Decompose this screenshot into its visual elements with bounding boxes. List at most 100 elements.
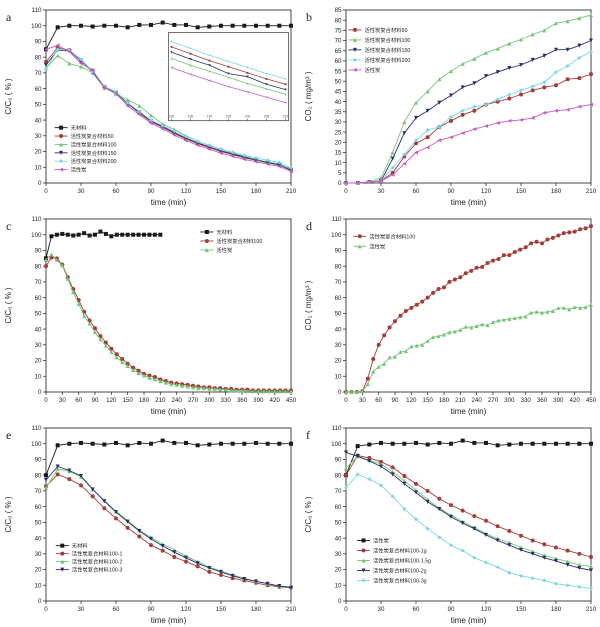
data-point	[289, 441, 293, 446]
legend: 活性炭复合材料100 活性炭	[353, 232, 415, 250]
data-point	[485, 261, 490, 266]
data-point	[414, 517, 418, 522]
data-point	[246, 90, 249, 94]
data-point	[458, 275, 463, 280]
y-axis: 0 10 20 30 40 50 60 70 80 90 100 110	[31, 7, 46, 187]
y-tick-label: 0	[338, 598, 342, 605]
data-point	[495, 120, 500, 125]
data-point	[458, 327, 463, 332]
data-point	[114, 91, 118, 96]
y-tick-label: 25	[335, 129, 342, 136]
data-point	[114, 352, 119, 357]
data-point	[93, 326, 97, 331]
data-point	[365, 376, 370, 381]
data-point	[512, 316, 517, 321]
data-point	[534, 239, 539, 244]
data-point	[131, 365, 136, 370]
data-point	[577, 76, 582, 81]
x-tick-label: 30	[359, 397, 366, 404]
data-point	[379, 459, 383, 464]
data-point	[227, 76, 230, 79]
y-tick-label: 90	[35, 457, 42, 464]
data-point	[402, 152, 407, 157]
data-point	[485, 323, 490, 328]
data-point	[495, 99, 500, 104]
data-point	[284, 83, 287, 86]
x-tick-label: 60	[113, 606, 120, 613]
data-point	[114, 510, 118, 515]
data-point	[484, 50, 488, 55]
data-point	[59, 150, 64, 155]
data-point	[387, 355, 392, 360]
data-point	[554, 581, 558, 586]
y-tick-label: 40	[35, 326, 42, 333]
data-point	[567, 230, 572, 235]
data-point	[142, 232, 146, 237]
chart-d: 0 30 60 90 120 150 180 210 240 270 300 330 360 390 420…	[304, 216, 597, 416]
legend-label: 活性炭复合材料100-1.5g	[373, 556, 431, 564]
data-point	[208, 59, 211, 62]
x-tick-label: 180	[251, 606, 262, 613]
y-tick-label: 80	[335, 17, 342, 24]
data-point	[437, 440, 442, 445]
data-point	[472, 104, 477, 109]
data-point	[87, 233, 92, 238]
data-point	[437, 535, 442, 540]
data-point	[460, 108, 465, 113]
y-tick-label: 110	[32, 7, 42, 14]
legend-label: 活性炭复合材料150	[71, 149, 117, 157]
data-point	[195, 561, 200, 566]
x-tick-label: 60	[113, 188, 120, 195]
legend-label: 活性炭复合材料50	[71, 132, 114, 140]
data-point	[578, 227, 583, 232]
y-tick-label: 0	[38, 598, 42, 605]
data-point	[55, 53, 60, 58]
legend-label: 活性炭复合材料200	[364, 56, 410, 64]
y-tick-label: 30	[335, 551, 342, 558]
data-point	[114, 440, 118, 445]
data-point	[460, 438, 465, 443]
x-tick-label: 90	[92, 397, 99, 404]
data-point	[103, 343, 108, 348]
data-point	[160, 548, 165, 553]
data-point	[480, 322, 485, 327]
y-tick-label: 75	[335, 28, 342, 35]
data-point	[565, 107, 570, 112]
series-line	[344, 72, 593, 185]
data-point	[344, 390, 348, 394]
data-point	[554, 545, 558, 550]
data-point	[484, 532, 488, 537]
x-tick-label: 180	[551, 188, 562, 195]
x-tick-label: 240	[472, 397, 483, 404]
x-axis-label: time (min)	[451, 407, 487, 416]
x-tick-label: 390	[253, 397, 264, 404]
legend-entry: 无材料	[54, 124, 87, 132]
y-tick-label: 0	[38, 389, 42, 396]
y-tick-label: 40	[335, 535, 342, 542]
panel-label-b: b	[306, 10, 312, 24]
data-point	[261, 389, 266, 394]
data-point	[172, 22, 177, 27]
x-axis: 0 30 60 90 120 150 180 210	[44, 183, 297, 195]
data-point	[160, 543, 165, 548]
data-point	[414, 343, 419, 348]
data-point	[449, 114, 453, 119]
data-point	[125, 443, 130, 448]
data-point	[227, 72, 230, 75]
data-point	[577, 562, 582, 567]
data-point	[449, 135, 453, 140]
data-point	[452, 277, 457, 282]
y-tick-label: 20	[35, 358, 42, 365]
y-axis: 0 5 10 15 20 25 30 35 40 45 50 55 60 65 70 75 80 85	[335, 7, 346, 187]
x-tick-label: 360	[537, 397, 548, 404]
data-point	[367, 477, 372, 482]
panel-d: d 0 30 60 90 120 150 180 210 240 270 300 330 360 390 4…	[300, 209, 600, 418]
y-tick-label: 20	[335, 567, 342, 574]
data-point	[463, 271, 468, 276]
data-point	[120, 356, 125, 361]
data-point	[189, 73, 192, 76]
x-tick-label: 150	[516, 606, 527, 613]
x-tick-label: 30	[378, 188, 385, 195]
data-point	[169, 382, 174, 387]
